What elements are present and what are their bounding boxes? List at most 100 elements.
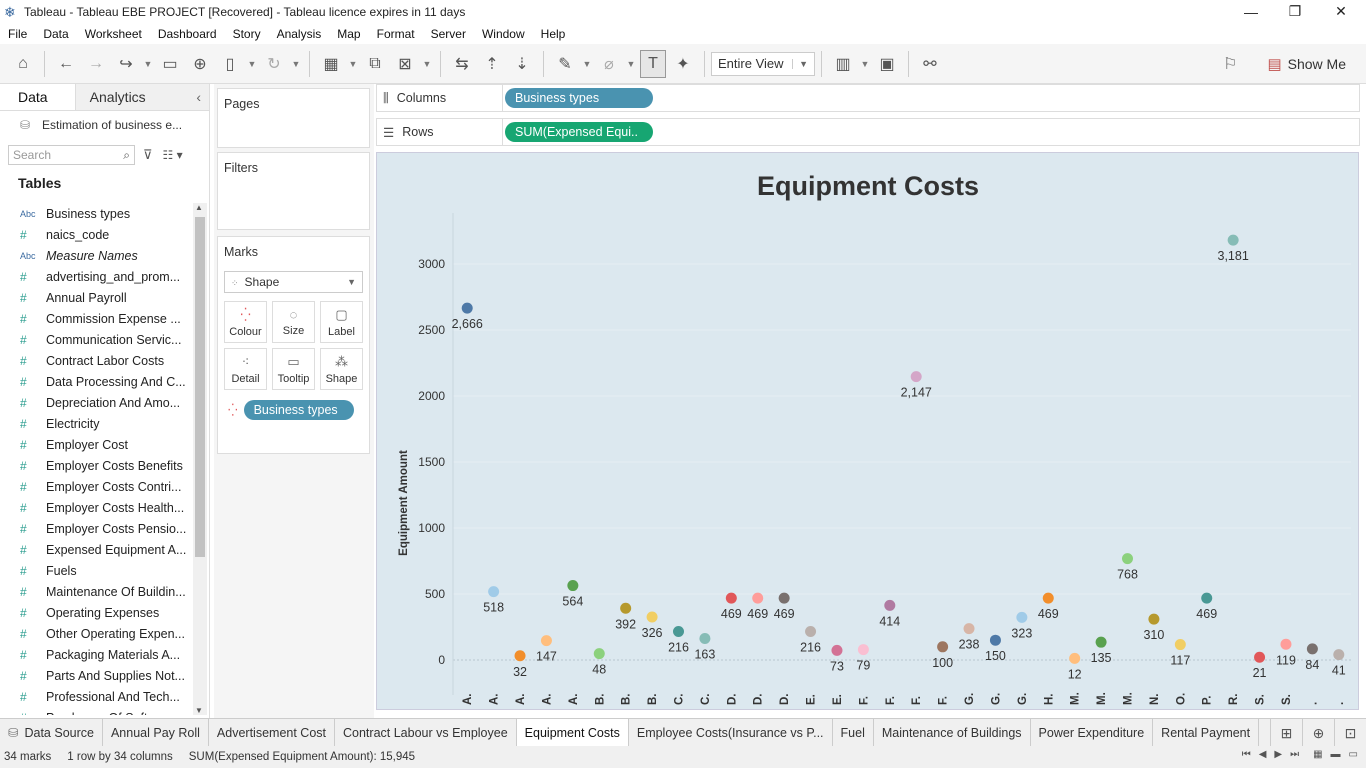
menu-data[interactable]: Data [43,26,69,41]
field-item[interactable]: # Annual Payroll [0,287,192,308]
scroll-up-icon[interactable]: ▲ [195,203,203,212]
new-worksheet-tab-icon[interactable]: ⊞ [1270,719,1302,747]
menu-format[interactable]: Format [376,26,415,41]
field-item[interactable]: # Electricity [0,413,192,434]
scatter-point[interactable] [1201,592,1213,604]
sheet-tab[interactable]: Advertisement Cost [209,719,335,746]
sheet-tab[interactable]: Contract Labour vs Employee [335,719,517,746]
field-item[interactable]: # advertising_and_prom... [0,266,192,287]
scatter-point[interactable] [963,623,975,635]
field-item[interactable]: # Fuels [0,560,192,581]
duplicate-icon[interactable]: ⧉ [369,54,381,72]
scroll-down-icon[interactable]: ▼ [195,706,203,715]
scrollbar-thumb[interactable] [195,217,205,557]
field-item[interactable]: # Employer Costs Health... [0,497,192,518]
show-cards-icon[interactable]: ▥ [835,55,851,73]
chevron-down-icon[interactable]: ▼ [582,58,592,69]
new-worksheet-icon[interactable]: ▦ [323,55,339,73]
datasource-item[interactable]: ⛁ Estimation of business e... [0,111,209,139]
scatter-point[interactable] [1280,638,1292,650]
pause-updates-icon[interactable]: ▯ [225,55,235,73]
pages-shelf[interactable]: Pages [217,88,370,148]
scatter-point[interactable] [540,635,552,647]
scatter-point[interactable] [778,592,790,604]
rows-pill[interactable]: SUM(Expensed Equi.. [505,122,653,142]
scatter-point[interactable] [857,644,869,656]
field-item[interactable]: # Expensed Equipment A... [0,539,192,560]
field-item[interactable]: Abc Business types [0,203,192,224]
redo-icon[interactable]: → [88,54,104,72]
scatter-point[interactable] [673,625,684,637]
scatter-point[interactable] [910,371,922,383]
chevron-down-icon[interactable]: ▼ [860,58,870,69]
scatter-point[interactable] [1333,649,1345,661]
field-item[interactable]: # Employer Costs Benefits [0,455,192,476]
menu-analysis[interactable]: Analysis [276,26,322,41]
menu-worksheet[interactable]: Worksheet [84,26,142,41]
field-item[interactable]: # Employer Costs Pensio... [0,518,192,539]
scatter-point[interactable] [752,592,764,604]
menu-file[interactable]: File [8,26,28,41]
scatter-point[interactable] [989,634,1001,646]
close-button[interactable]: ✕ [1335,3,1347,19]
fit-dropdown[interactable]: Entire View ▼ [711,51,815,76]
field-item[interactable]: Abc Measure Names [0,245,192,266]
datasource-tab[interactable]: ⛁ Data Source [0,719,103,746]
menu-window[interactable]: Window [481,26,525,41]
shape-button[interactable]: ⁂ Shape [320,348,363,390]
grid-view-icon[interactable]: ▦ [1313,749,1323,760]
chevron-down-icon[interactable]: ▼ [626,58,636,69]
scatter-point[interactable] [1254,651,1266,663]
scatter-point[interactable] [805,625,817,637]
scatter-point[interactable] [1174,639,1186,651]
save-icon[interactable]: ▭ [162,55,178,73]
field-item[interactable]: # Other Operating Expen... [0,623,192,644]
field-item[interactable]: # Depreciation And Amo... [0,392,192,413]
menu-server[interactable]: Server [430,26,466,41]
collapse-pane-icon[interactable]: ‹ [196,89,201,105]
field-item[interactable]: # Operating Expenses [0,602,192,623]
highlight-icon[interactable]: ✎ [558,55,572,73]
sheet-tab[interactable]: Power Expenditure [1031,719,1154,746]
tab-data[interactable]: Data [0,84,76,110]
field-item[interactable]: # Parts And Supplies Not... [0,665,192,686]
clear-sheet-icon[interactable]: ⊠ [398,55,412,73]
format-painter-icon[interactable]: ⚐ [1223,56,1238,73]
scatter-point[interactable] [1306,643,1318,655]
scatter-point[interactable] [725,592,737,604]
sheet-tab[interactable]: Fuel [833,719,874,746]
scatter-point[interactable] [1227,234,1239,246]
scatter-point[interactable] [1016,611,1028,623]
field-item[interactable]: # naics_code [0,224,192,245]
scatter-point[interactable] [1148,613,1160,625]
search-input[interactable]: Search ⌕ [8,145,135,165]
menu-dashboard[interactable]: Dashboard [157,26,217,41]
minimize-button[interactable]: — [1244,3,1258,20]
new-dashboard-tab-icon[interactable]: ⊕ [1302,719,1334,747]
sheet-tab[interactable]: Employee Costs(Insurance vs P... [629,719,833,746]
sort-ascending-icon[interactable]: ⇡ [485,55,499,73]
sheet-tab[interactable]: Rental Payment [1153,719,1260,746]
field-item[interactable]: # Contract Labor Costs [0,350,192,371]
replay-icon[interactable]: ↪ [119,55,133,73]
scatter-point[interactable] [831,644,843,656]
last-page-icon[interactable]: ⏭ [1290,749,1300,760]
undo-icon[interactable]: ← [58,54,74,72]
prev-page-icon[interactable]: ◀ [1258,749,1267,760]
group-icon[interactable]: ⌀ [604,55,614,73]
refresh-icon[interactable]: ↻ [267,55,281,73]
columns-pill[interactable]: Business types [505,88,653,108]
scatter-chart[interactable]: Equipment Costs Equipment Amount 0 500 100… [377,153,1358,709]
field-item[interactable]: # Commission Expense ... [0,308,192,329]
field-item[interactable]: # Professional And Tech... [0,686,192,707]
scatter-point[interactable] [699,632,711,644]
chevron-down-icon[interactable]: ▼ [247,58,257,69]
field-item[interactable]: # Maintenance Of Buildin... [0,581,192,602]
share-icon[interactable]: ⚯ [923,55,937,73]
swap-axes-icon[interactable]: ⇆ [455,55,469,73]
menu-help[interactable]: Help [540,26,566,41]
scatter-point[interactable] [514,650,526,662]
home-icon[interactable]: ⌂ [18,54,28,72]
chevron-down-icon[interactable]: ▼ [143,58,153,69]
sort-descending-icon[interactable]: ⇣ [515,55,529,73]
